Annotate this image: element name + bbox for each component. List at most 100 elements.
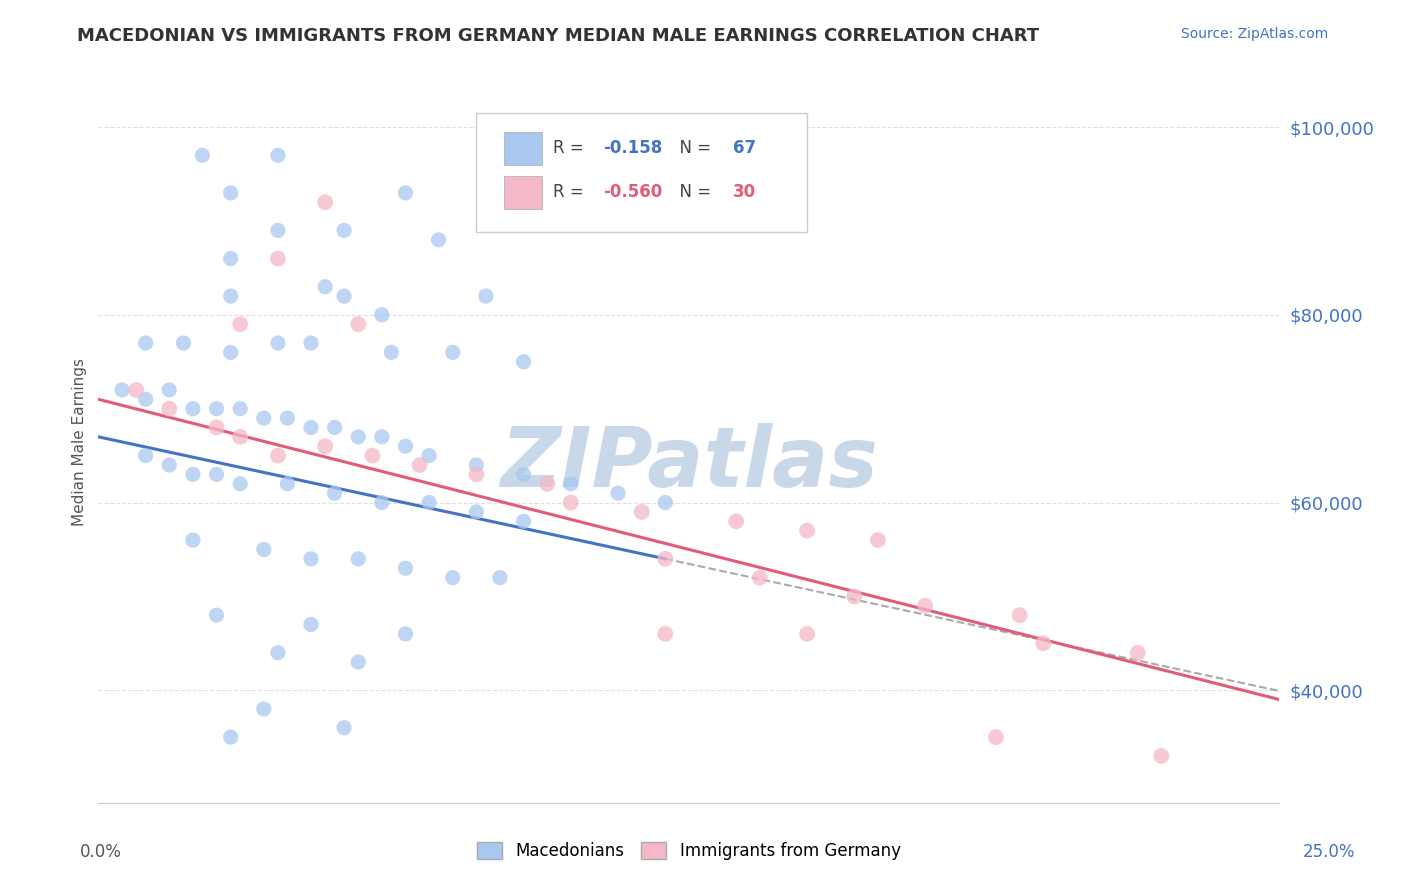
- Bar: [503, 176, 543, 209]
- FancyBboxPatch shape: [477, 112, 807, 232]
- Point: [157, 383, 180, 397]
- Point: [135, 392, 157, 407]
- Point: [475, 289, 498, 303]
- Point: [512, 355, 534, 369]
- Point: [191, 148, 214, 162]
- Point: [299, 617, 322, 632]
- Text: -0.158: -0.158: [603, 139, 662, 157]
- Point: [536, 476, 558, 491]
- Point: [465, 467, 488, 482]
- Point: [205, 608, 228, 623]
- Point: [914, 599, 936, 613]
- Point: [125, 383, 148, 397]
- Point: [267, 336, 290, 351]
- Text: N =: N =: [669, 183, 716, 202]
- Point: [267, 223, 290, 237]
- Point: [371, 308, 394, 322]
- Point: [157, 401, 180, 416]
- Point: [394, 186, 416, 200]
- Point: [276, 476, 298, 491]
- Point: [1150, 748, 1173, 763]
- Point: [394, 627, 416, 641]
- Point: [489, 571, 512, 585]
- Point: [441, 345, 464, 359]
- Point: [418, 449, 440, 463]
- Point: [408, 458, 430, 472]
- Point: [630, 505, 652, 519]
- Point: [512, 467, 534, 482]
- Point: [394, 439, 416, 453]
- Point: [181, 467, 204, 482]
- Point: [725, 514, 748, 528]
- Point: [157, 458, 180, 472]
- Point: [560, 495, 582, 509]
- Point: [361, 449, 384, 463]
- Point: [299, 420, 322, 434]
- Point: [229, 476, 252, 491]
- Point: [253, 411, 276, 425]
- Point: [654, 627, 676, 641]
- Point: [347, 551, 370, 566]
- Point: [267, 646, 290, 660]
- Point: [181, 533, 204, 547]
- Point: [796, 524, 818, 538]
- Point: [1032, 636, 1054, 650]
- Point: [654, 551, 676, 566]
- Text: R =: R =: [553, 183, 589, 202]
- Point: [380, 345, 402, 359]
- Y-axis label: Median Male Earnings: Median Male Earnings: [72, 358, 87, 525]
- Point: [512, 514, 534, 528]
- Point: [219, 289, 242, 303]
- Point: [984, 730, 1007, 744]
- Point: [866, 533, 889, 547]
- Point: [333, 721, 356, 735]
- Point: [323, 420, 346, 434]
- Text: -0.560: -0.560: [603, 183, 662, 202]
- Point: [205, 467, 228, 482]
- Point: [607, 486, 630, 500]
- Point: [205, 401, 228, 416]
- Point: [333, 289, 356, 303]
- Point: [1126, 646, 1149, 660]
- Point: [299, 336, 322, 351]
- Point: [465, 505, 488, 519]
- Text: ZIPatlas: ZIPatlas: [501, 423, 877, 504]
- Text: Source: ZipAtlas.com: Source: ZipAtlas.com: [1181, 27, 1329, 41]
- Point: [427, 233, 450, 247]
- Point: [181, 401, 204, 416]
- Point: [219, 252, 242, 266]
- Point: [347, 430, 370, 444]
- Point: [371, 430, 394, 444]
- Point: [135, 336, 157, 351]
- Point: [418, 495, 440, 509]
- Text: 67: 67: [733, 139, 756, 157]
- Text: 0.0%: 0.0%: [80, 843, 122, 861]
- Point: [253, 702, 276, 716]
- Point: [465, 458, 488, 472]
- Point: [314, 195, 336, 210]
- Text: MACEDONIAN VS IMMIGRANTS FROM GERMANY MEDIAN MALE EARNINGS CORRELATION CHART: MACEDONIAN VS IMMIGRANTS FROM GERMANY ME…: [77, 27, 1039, 45]
- Point: [441, 571, 464, 585]
- Point: [371, 495, 394, 509]
- Point: [219, 730, 242, 744]
- Point: [314, 279, 336, 293]
- Point: [333, 223, 356, 237]
- Point: [229, 318, 252, 332]
- Point: [267, 148, 290, 162]
- Point: [347, 318, 370, 332]
- Point: [276, 411, 298, 425]
- Point: [844, 590, 866, 604]
- Point: [654, 495, 676, 509]
- Legend: Macedonians, Immigrants from Germany: Macedonians, Immigrants from Germany: [471, 835, 907, 867]
- Point: [796, 627, 818, 641]
- Point: [323, 486, 346, 500]
- Point: [1008, 608, 1031, 623]
- Point: [219, 345, 242, 359]
- Point: [748, 571, 770, 585]
- Point: [229, 430, 252, 444]
- Point: [347, 655, 370, 669]
- Point: [560, 476, 582, 491]
- Point: [219, 186, 242, 200]
- Point: [205, 420, 228, 434]
- Text: 25.0%: 25.0%: [1302, 843, 1355, 861]
